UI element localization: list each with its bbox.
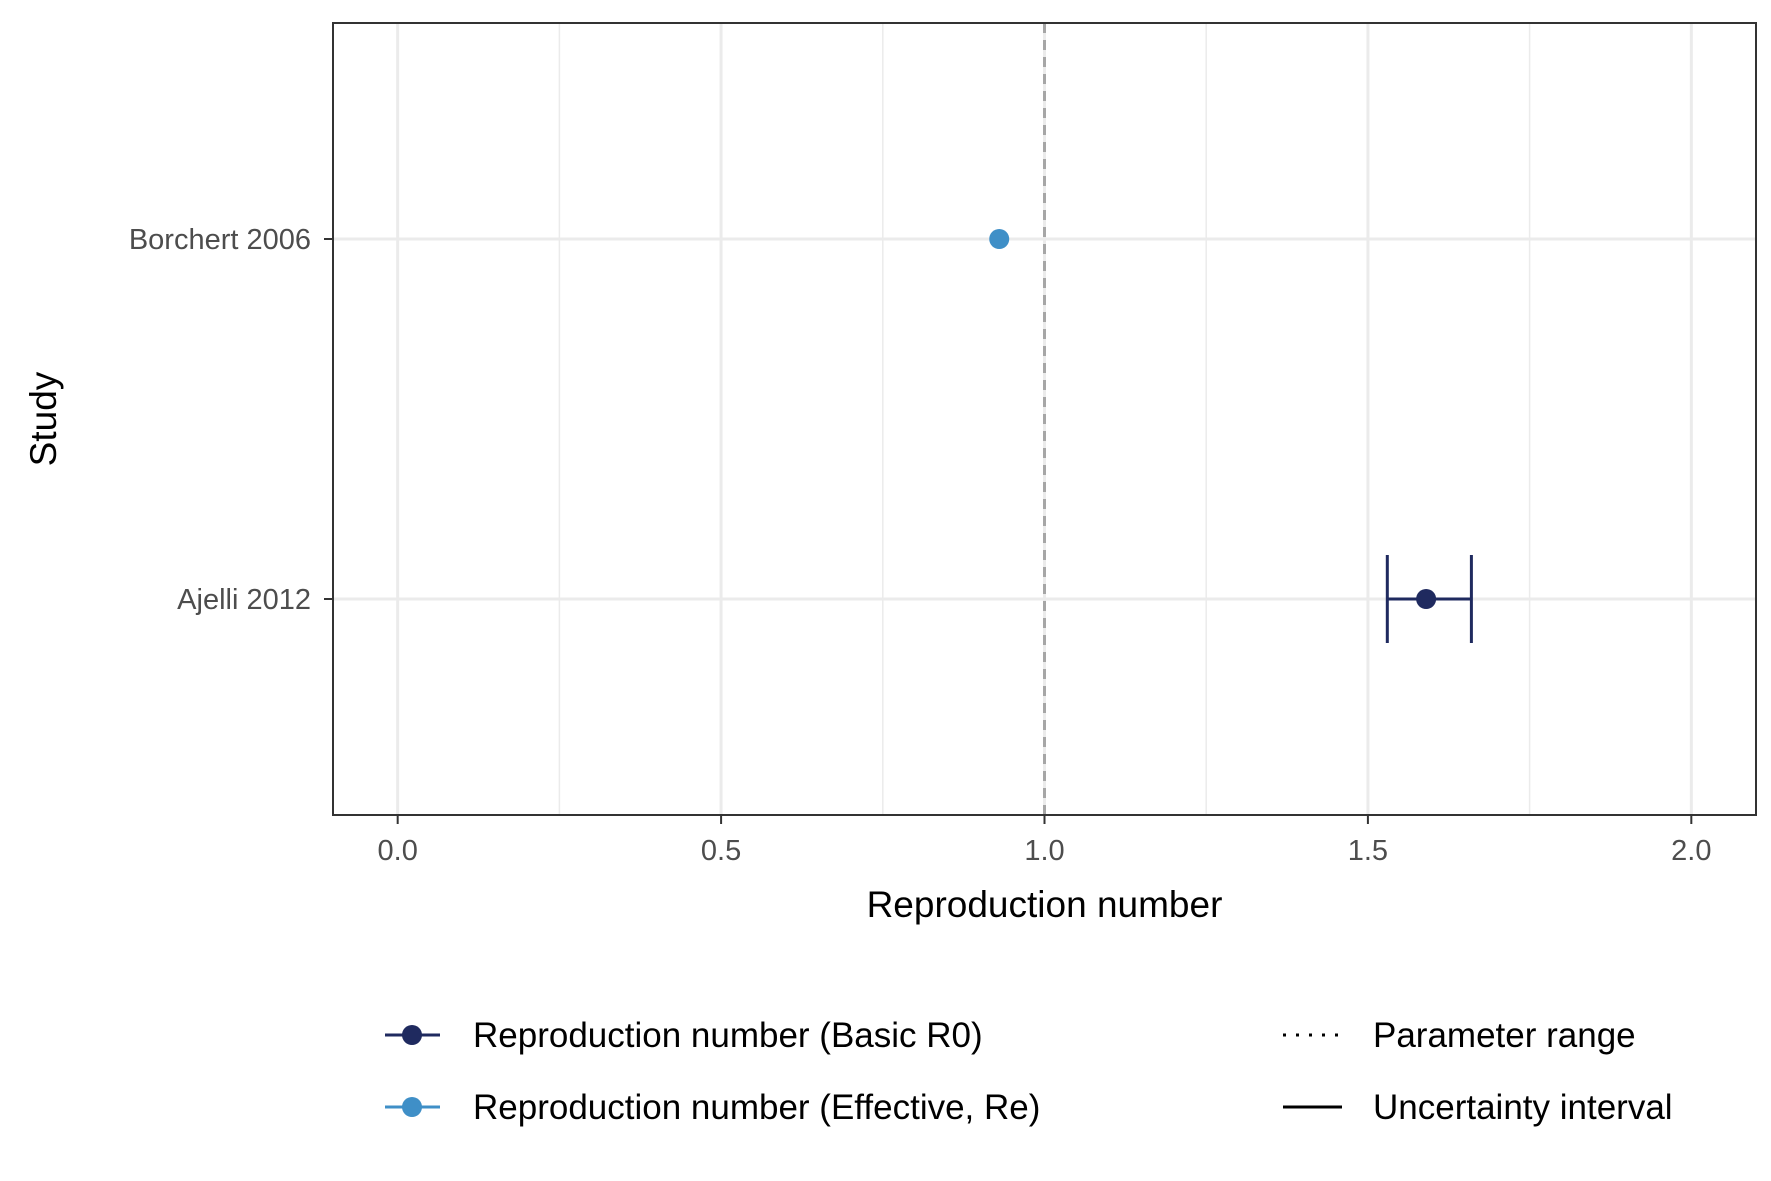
- data-marks: [989, 229, 1471, 643]
- y-axis-title: Study: [23, 371, 64, 466]
- legend-series-label: Reproduction number (Effective, Re): [473, 1088, 1040, 1127]
- y-tick-label: Borchert 2006: [129, 224, 311, 256]
- legend-series-label: Reproduction number (Basic R0): [473, 1016, 983, 1055]
- x-axis-title: Reproduction number: [867, 884, 1223, 925]
- y-tick-label: Ajelli 2012: [177, 584, 311, 616]
- x-tick-label: 0.5: [701, 835, 741, 867]
- legend-linetype-label: Parameter range: [1373, 1016, 1636, 1055]
- x-tick-label: 0.0: [378, 835, 418, 867]
- legend-series-key-point: [402, 1025, 422, 1045]
- x-tick-label: 2.0: [1671, 835, 1711, 867]
- x-tick-label: 1.5: [1348, 835, 1388, 867]
- legend: Reproduction number (Basic R0) Reproducti…: [385, 1016, 1673, 1127]
- legend-series-key-point: [402, 1097, 422, 1117]
- axes: 0.0 0.5 1.0 1.5 2.0 Borchert 2006 Ajelli 2012: [129, 224, 1712, 867]
- data-point: [1416, 589, 1436, 609]
- x-tick-label: 1.0: [1024, 835, 1064, 867]
- legend-linetype-label: Uncertainty interval: [1373, 1088, 1673, 1127]
- data-point: [989, 229, 1009, 249]
